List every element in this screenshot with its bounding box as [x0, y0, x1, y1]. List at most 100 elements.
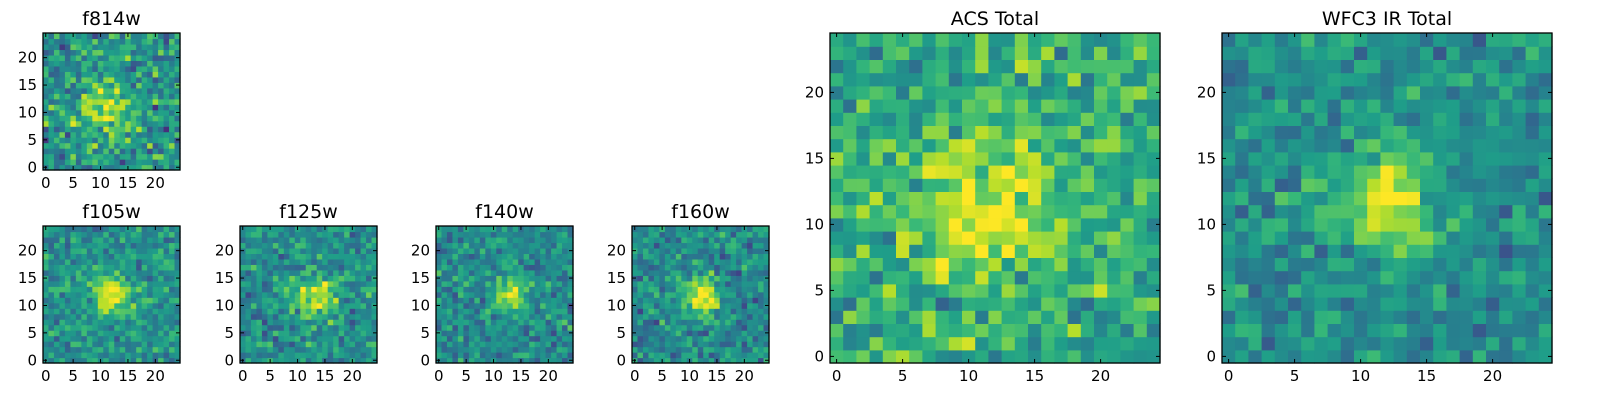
- heatmap-cell: [697, 324, 704, 331]
- heatmap-cell: [441, 242, 448, 249]
- heatmap-cell: [158, 247, 165, 254]
- heatmap-cell: [97, 54, 104, 61]
- heatmap-cell: [163, 247, 170, 254]
- heatmap-cell: [441, 302, 448, 309]
- heatmap-cell: [1067, 59, 1082, 74]
- heatmap-cell: [1433, 297, 1447, 311]
- heatmap-cell: [653, 280, 660, 287]
- heatmap-cell: [1094, 217, 1108, 232]
- heatmap-cell: [294, 231, 301, 238]
- heatmap-cell: [316, 286, 323, 293]
- heatmap-cell: [1288, 46, 1302, 60]
- heatmap-cell: [741, 242, 748, 249]
- heatmap-cell: [70, 269, 77, 276]
- heatmap-cell: [333, 253, 340, 260]
- heatmap-cell: [1525, 112, 1540, 126]
- heatmap-cell: [1054, 46, 1069, 60]
- heatmap-cell: [97, 82, 104, 89]
- heatmap-cell: [452, 308, 459, 315]
- heatmap-cell: [152, 153, 159, 160]
- heatmap-cell: [551, 258, 558, 265]
- heatmap-cell: [523, 291, 530, 298]
- heatmap-cell: [758, 253, 765, 260]
- heatmap-cell: [441, 258, 448, 265]
- heatmap-cell: [1486, 46, 1500, 60]
- heatmap-cell: [48, 297, 55, 304]
- heatmap-cell: [490, 297, 497, 304]
- heatmap-cell: [53, 54, 61, 61]
- heatmap-cell: [1406, 217, 1421, 232]
- heatmap-cell: [322, 258, 329, 265]
- heatmap-cell: [53, 286, 61, 293]
- heatmap-cell: [97, 104, 104, 111]
- heatmap-cell: [540, 346, 547, 353]
- heatmap-cell: [245, 286, 252, 293]
- heatmap-cell: [1094, 244, 1108, 258]
- heatmap-cell: [1041, 112, 1055, 126]
- heatmap-cell: [441, 236, 448, 244]
- heatmap-cell: [53, 104, 61, 111]
- heatmap-cell: [289, 297, 296, 304]
- heatmap-cell: [714, 253, 721, 260]
- heatmap-cell: [240, 286, 247, 293]
- heatmap-cell: [64, 49, 71, 56]
- heatmap-cell: [468, 357, 475, 364]
- heatmap-cell: [147, 120, 154, 127]
- heatmap-cell: [366, 247, 373, 254]
- heatmap-cell: [267, 352, 274, 359]
- heatmap-cell: [1393, 125, 1408, 140]
- heatmap-cell: [75, 236, 82, 244]
- heatmap-cell: [1261, 112, 1276, 126]
- heatmap-cell: [333, 226, 340, 233]
- heatmap-cell: [278, 313, 285, 320]
- heatmap-cell: [830, 204, 844, 219]
- heatmap-cell: [692, 352, 699, 359]
- heatmap-cell: [1340, 99, 1355, 113]
- heatmap-cell: [752, 247, 759, 254]
- heatmap-cell: [169, 43, 176, 51]
- heatmap-cell: [562, 330, 569, 337]
- heatmap-cell: [730, 341, 737, 348]
- heatmap-cell: [896, 178, 910, 192]
- heatmap-cell: [64, 104, 71, 111]
- heatmap-cell: [1525, 336, 1540, 351]
- heatmap-cell: [869, 244, 884, 258]
- heatmap-cell: [103, 313, 110, 320]
- heatmap-cell: [1133, 191, 1148, 206]
- heatmap-cell: [703, 231, 710, 238]
- heatmap-cell: [648, 330, 655, 337]
- heatmap-cell: [163, 352, 170, 359]
- heatmap-cell: [637, 319, 644, 326]
- heatmap-cell: [1133, 310, 1148, 324]
- heatmap-cell: [289, 286, 296, 293]
- heatmap-cell: [1446, 297, 1461, 311]
- heatmap-cell: [333, 275, 340, 282]
- heatmap-cell: [556, 231, 563, 238]
- heatmap-cell: [1274, 178, 1289, 192]
- x-tick-label: 20: [146, 367, 165, 385]
- heatmap-cell: [1314, 112, 1329, 126]
- heatmap-cell: [158, 324, 165, 331]
- heatmap-cell: [545, 341, 552, 348]
- heatmap-cell: [457, 352, 464, 359]
- heatmap-cell: [141, 308, 148, 315]
- heatmap-cell: [294, 269, 301, 276]
- heatmap-cell: [108, 324, 115, 331]
- heatmap-cell: [261, 341, 268, 348]
- heatmap-cell: [75, 159, 82, 166]
- heatmap-cell: [1446, 165, 1461, 179]
- heatmap-cell: [441, 269, 448, 276]
- heatmap-cell: [730, 291, 737, 298]
- heatmap-cell: [752, 226, 759, 233]
- heatmap-cell: [86, 242, 93, 249]
- heatmap-cell: [103, 71, 110, 78]
- heatmap-cell: [648, 352, 655, 359]
- heatmap-cell: [1486, 59, 1500, 74]
- heatmap-cell: [256, 324, 263, 331]
- heatmap-cell: [283, 313, 290, 320]
- heatmap-cell: [371, 346, 378, 353]
- heatmap-cell: [540, 231, 547, 238]
- heatmap-cell: [452, 352, 459, 359]
- heatmap-cell: [125, 231, 132, 238]
- heatmap-cell: [446, 302, 454, 309]
